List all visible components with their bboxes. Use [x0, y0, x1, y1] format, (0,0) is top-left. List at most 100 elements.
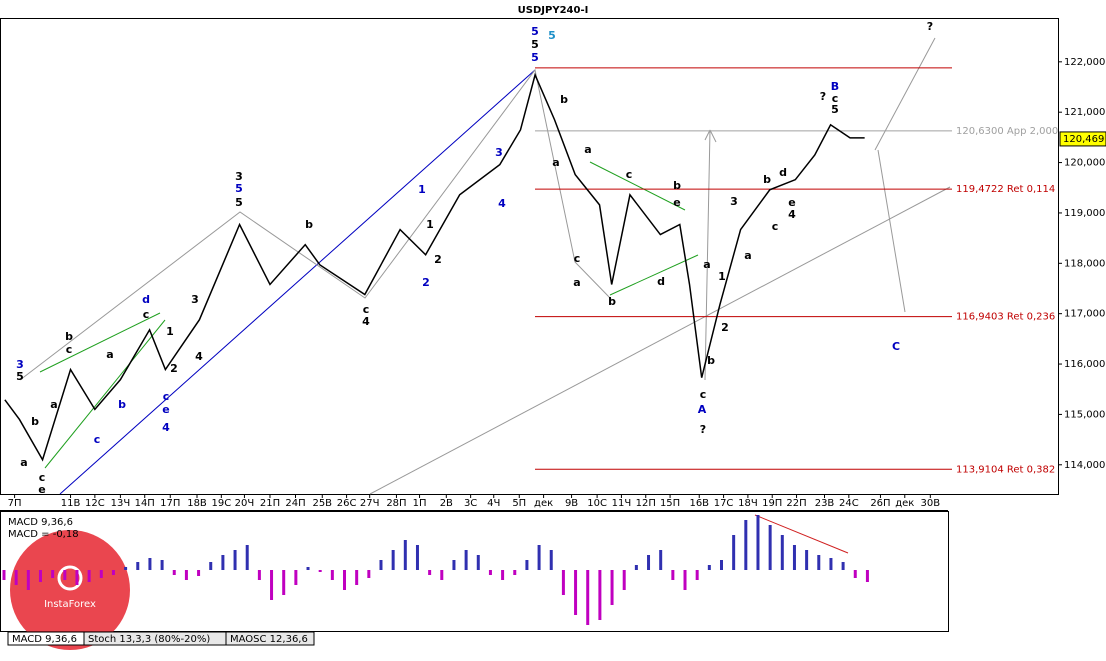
macd-bar [719, 560, 723, 570]
macd-bar [805, 550, 809, 570]
x-tick-label: 11Ч [612, 498, 632, 509]
wave-label: ? [820, 90, 826, 103]
channel-line [44, 319, 166, 469]
x-tick-label: 27Ч [360, 498, 380, 509]
macd-bar [853, 570, 857, 578]
wave-label: e [162, 403, 169, 416]
macd-bar [537, 545, 541, 570]
wave-label: b [31, 415, 39, 428]
wave-label: b [707, 354, 715, 367]
x-tick-label: 14П [135, 498, 155, 509]
macd-bar [391, 550, 395, 570]
wave-label: 1 [426, 218, 434, 231]
x-tick-label: 18Ч [738, 498, 758, 509]
projection [874, 37, 936, 151]
macd-value: MACD = -0,18 [8, 529, 79, 540]
macd-bar [51, 570, 55, 578]
macd-bar [221, 555, 225, 570]
macd-bar [792, 545, 796, 570]
wave-label: b [305, 218, 313, 231]
wave-label: 1 [418, 183, 426, 196]
macd-bar [476, 555, 480, 570]
macd-bar [245, 545, 249, 570]
x-tick-label: 9В [565, 498, 578, 509]
wave-label: 2 [721, 321, 729, 334]
last-price-box [1059, 131, 1106, 147]
x-tick-label: 4Ч [487, 498, 500, 509]
wave-label: 5 [531, 38, 539, 51]
x-tick-label: 18В [187, 498, 207, 509]
macd-bar [367, 570, 371, 578]
wave-label: a [573, 276, 580, 289]
wave-label: e [38, 483, 45, 496]
macd-bar [233, 550, 237, 570]
indicator-tab-label: MAOSC 12,36,6 [230, 634, 308, 645]
trend-line [369, 186, 951, 495]
y-tick-label: 119,000 [1064, 208, 1105, 219]
wave-label: c [832, 92, 839, 105]
wave-label: 5 [235, 182, 243, 195]
macd-bar [841, 562, 845, 570]
x-tick-label: 28П [386, 498, 406, 509]
x-tick-label: 10С [587, 498, 607, 509]
x-tick-label: 19П [762, 498, 782, 509]
indicator-tab[interactable] [225, 631, 315, 646]
macd-bar [488, 570, 492, 575]
macd-bar [659, 550, 663, 570]
x-tick-label: дек [895, 498, 914, 509]
macd-bar [622, 570, 626, 590]
macd-bar [561, 570, 565, 595]
macd-bar [75, 570, 79, 585]
wave-label: 4 [162, 421, 170, 434]
channel-line [39, 312, 161, 373]
wave-label: b [763, 173, 771, 186]
wave-label: 5 [235, 196, 243, 209]
wave-label: a [50, 398, 57, 411]
x-tick-label: 21П [260, 498, 280, 509]
macd-bar [513, 570, 517, 575]
level-label: 113,9104 Ret 0,382 [956, 464, 1055, 475]
x-tick-label: 1П [413, 498, 427, 509]
macd-bar [318, 570, 322, 572]
wave-label: c [700, 388, 707, 401]
macd-bar [634, 565, 638, 570]
macd-bar [257, 570, 261, 580]
macd-bar [38, 570, 42, 582]
wave-label: 1 [718, 270, 726, 283]
y-tick-label: 121,000 [1064, 107, 1105, 118]
projection [877, 149, 906, 313]
macd-bar [63, 570, 67, 580]
macd-bar [574, 570, 578, 615]
x-tick-label: 5П [512, 498, 526, 509]
macd-bar [379, 560, 383, 570]
macd-bar [683, 570, 687, 590]
macd-bar [282, 570, 286, 595]
wave-label: a [584, 143, 591, 156]
price-frame [0, 18, 1059, 495]
macd-bar [695, 570, 699, 580]
x-tick-label: 12П [636, 498, 656, 509]
logo-text: InstaForex [44, 599, 96, 610]
macd-bar [817, 555, 821, 570]
x-tick-label: 12С [85, 498, 105, 509]
y-tick-label: 117,000 [1064, 309, 1105, 320]
x-tick-label: 26П [870, 498, 890, 509]
macd-bar [586, 570, 590, 625]
level-label: 116,9403 Ret 0,236 [956, 312, 1055, 323]
macd-bar [172, 570, 176, 575]
logo: InstaForex [10, 530, 130, 650]
wave-label: A [698, 403, 707, 416]
level-label: 120,6300 App 2,000 [956, 126, 1058, 137]
wave-label: 1 [166, 325, 174, 338]
wave-label: 3 [191, 293, 199, 306]
wave-label: b [118, 398, 126, 411]
wave-label: d [142, 293, 150, 306]
wave-label: 5 [548, 29, 556, 42]
macd-bar [87, 570, 91, 582]
wave-label: 4 [195, 350, 203, 363]
chart-title: USDJPY240-I [518, 5, 589, 16]
x-tick-label: 2В [440, 498, 453, 509]
x-tick-label: 17П [160, 498, 180, 509]
